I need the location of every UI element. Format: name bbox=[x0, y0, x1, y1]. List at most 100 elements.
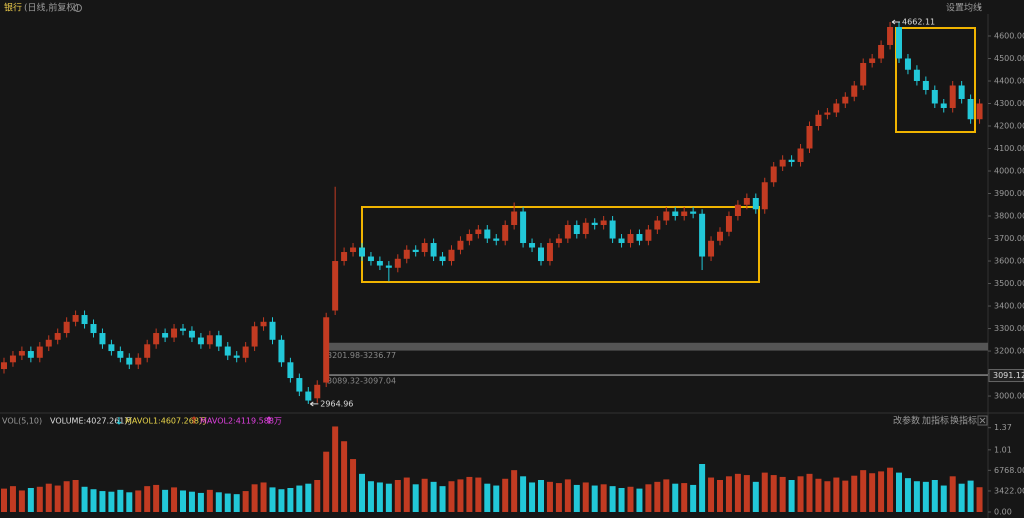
y-tick-label: 3422.00 bbox=[994, 486, 1024, 495]
candle-body bbox=[645, 229, 652, 241]
volume-bar bbox=[546, 481, 553, 512]
volume-bar bbox=[171, 487, 178, 512]
band-label: 3089.32-3097.04 bbox=[327, 376, 396, 385]
volume-bar bbox=[860, 470, 867, 512]
candle-body bbox=[833, 103, 840, 113]
candle-body bbox=[511, 211, 518, 226]
volume-bar bbox=[770, 475, 777, 512]
candle-body bbox=[904, 58, 911, 70]
candle-body bbox=[913, 69, 920, 81]
volume-bar bbox=[636, 488, 643, 512]
volume-bar bbox=[81, 486, 88, 512]
candle-body bbox=[493, 238, 500, 241]
volume-bar bbox=[896, 472, 902, 512]
volume-bar bbox=[269, 487, 276, 512]
volume-bar bbox=[224, 493, 231, 512]
volume-bar bbox=[904, 478, 911, 512]
volume-bar bbox=[350, 459, 357, 512]
candle-body bbox=[475, 229, 482, 235]
candle-body bbox=[81, 315, 88, 325]
candle-body bbox=[45, 339, 52, 347]
up-arrow bbox=[266, 416, 272, 424]
y-tick-label: 4400.00 bbox=[994, 76, 1024, 85]
candle-body bbox=[251, 326, 258, 347]
volume-bar bbox=[323, 451, 330, 512]
volume-bar bbox=[260, 482, 267, 512]
volume-bar bbox=[466, 476, 473, 512]
volume-bar bbox=[529, 482, 536, 512]
volume-bar bbox=[385, 483, 392, 512]
volume-bar bbox=[54, 485, 61, 512]
y-tick-label: 1.01 bbox=[994, 445, 1012, 454]
volume-bar bbox=[502, 478, 509, 512]
down-arrow bbox=[116, 417, 122, 425]
candle-body bbox=[162, 333, 169, 338]
menu-button[interactable]: 设置均线 bbox=[946, 2, 982, 14]
candle-body bbox=[224, 346, 231, 356]
volume-bar bbox=[493, 485, 500, 512]
y-tick-label: 4600.00 bbox=[994, 31, 1024, 40]
volume-bar bbox=[117, 489, 124, 512]
band-label: 3201.98-3236.77 bbox=[327, 351, 396, 360]
candle-body bbox=[949, 85, 956, 108]
candle-body bbox=[842, 96, 849, 104]
volume-bar bbox=[949, 476, 956, 512]
candle-body bbox=[708, 240, 715, 257]
volume-bar bbox=[359, 473, 365, 512]
candle-body bbox=[466, 234, 473, 241]
volume-bar bbox=[833, 477, 840, 512]
price-band bbox=[325, 342, 988, 351]
volume-bar bbox=[663, 479, 670, 512]
candle-body bbox=[305, 391, 312, 401]
mavol1-label: MAVOL1:4607.268万 bbox=[125, 417, 207, 426]
volume-bar bbox=[851, 475, 858, 512]
candle-body bbox=[555, 238, 562, 244]
y-tick-label: 4100.00 bbox=[994, 144, 1024, 153]
chart-title: 银行 bbox=[4, 2, 22, 14]
volume-bar bbox=[376, 482, 383, 512]
candle-body bbox=[582, 222, 589, 235]
volume-bar bbox=[1, 488, 7, 512]
volume-bar bbox=[162, 489, 169, 512]
highlight-box bbox=[895, 27, 976, 133]
volume-bar bbox=[430, 481, 437, 512]
candle-body bbox=[403, 249, 410, 259]
volume-bar bbox=[448, 481, 455, 512]
button[interactable]: 改参数 bbox=[893, 415, 920, 427]
close-button[interactable] bbox=[977, 415, 988, 426]
button[interactable]: 换指标 bbox=[950, 415, 977, 427]
candle-body bbox=[887, 26, 894, 45]
candle-body bbox=[770, 166, 777, 183]
y-tick-label: 3700.00 bbox=[994, 234, 1024, 243]
volume-bar bbox=[341, 441, 348, 512]
settings-icon[interactable] bbox=[74, 4, 82, 12]
volume-bar bbox=[699, 464, 706, 512]
candle-body bbox=[538, 247, 544, 262]
candle-body bbox=[296, 378, 303, 392]
y-tick-label: 6768.00 bbox=[994, 466, 1024, 475]
y-tick-label: 3600.00 bbox=[994, 257, 1024, 266]
volume-bar bbox=[573, 484, 580, 512]
candle-body bbox=[815, 114, 822, 126]
candle-body bbox=[99, 333, 106, 345]
candle-body bbox=[385, 265, 392, 268]
candle-body bbox=[27, 351, 34, 358]
volume-bar bbox=[779, 476, 786, 512]
candle-body bbox=[636, 234, 643, 241]
volume-bar bbox=[126, 492, 133, 512]
candle-body bbox=[323, 317, 330, 383]
candle-body bbox=[717, 231, 723, 241]
candle-body bbox=[9, 355, 16, 363]
button[interactable]: 加指标 bbox=[922, 415, 949, 427]
low-label: 2964.96 bbox=[320, 399, 353, 408]
marker-arrow bbox=[891, 19, 901, 25]
volume-title: VOL(5,10) bbox=[2, 417, 42, 426]
candle-body bbox=[896, 26, 902, 59]
volume-bar bbox=[520, 476, 527, 512]
volume-bar bbox=[788, 480, 795, 512]
volume-bar bbox=[627, 486, 634, 512]
candle-body bbox=[573, 225, 580, 235]
volume-bar bbox=[654, 481, 661, 512]
volume-bar bbox=[99, 491, 106, 512]
volume-bar bbox=[797, 476, 804, 512]
